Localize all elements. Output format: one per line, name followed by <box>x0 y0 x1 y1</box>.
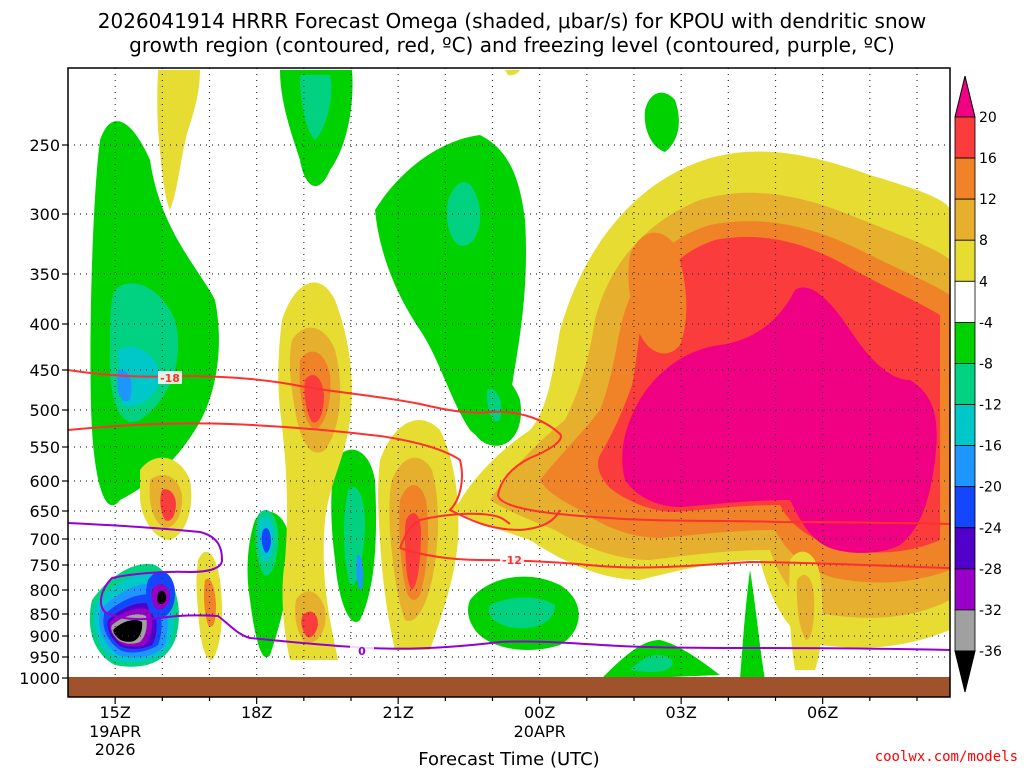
shade-pos-upper-red-spike-outer <box>628 232 687 354</box>
shade-pos-left-blob-16 <box>160 489 176 521</box>
y-tick-label-600: 600 <box>29 472 60 491</box>
x-tick-label-03Z: 03Z <box>665 703 696 722</box>
shade-pos-tower-low-left-16 <box>301 611 318 638</box>
shade-neg-lowcenter-blob-core <box>488 597 555 629</box>
colorbar-swatch-m16 <box>954 445 976 488</box>
y-tick-label-450: 450 <box>29 361 60 380</box>
colorbar-swatch-p8 <box>954 198 976 241</box>
x-axis-label: Forecast Time (UTC) <box>418 749 599 768</box>
credit-text: coolwx.com/models <box>875 749 1018 765</box>
colorbar-swatch-m20 <box>954 486 976 529</box>
y-axis: 250 300 350 400 450 500 550 600 650 700 750 800 850 9… <box>19 136 68 688</box>
colorbar-top-arrow <box>954 75 976 118</box>
contour-minus18-loop <box>68 422 561 532</box>
colorbar-label-4: 4 <box>979 274 988 290</box>
colorbar-swatch-p4 <box>954 239 976 282</box>
y-tick-label-700: 700 <box>29 530 60 549</box>
contour-label-bg-1 <box>500 553 524 566</box>
x-tick-label-21Z: 21Z <box>382 703 413 722</box>
y-tick-label-850: 850 <box>29 605 60 624</box>
colorbar-swatch-m4 <box>954 321 976 364</box>
y-tick-label-250: 250 <box>29 136 60 155</box>
colorbar: 20 16 12 8 4 -4 -8 -12 -16 -20 -24 -28 -32 -36 <box>954 75 1002 693</box>
shade-neg-mid-column-core <box>486 389 502 422</box>
ground-strip <box>68 677 950 697</box>
omega-shading <box>89 70 950 680</box>
colorbar-label--28: -28 <box>979 562 1002 578</box>
shade-neg-lowlevel-second-36 <box>157 590 167 605</box>
y-tick-label-1000: 1000 <box>19 669 60 688</box>
x-tick-sublabel-00Z-0: 20APR <box>514 722 566 741</box>
contour-zero <box>68 522 950 651</box>
colorbar-swatch-p12 <box>954 157 976 200</box>
colorbar-label--12: -12 <box>979 398 1002 414</box>
shade-neg-bottom-mound-core <box>630 654 673 672</box>
shade-pos-upper-left <box>157 70 200 210</box>
colorbar-label--16: -16 <box>979 439 1002 455</box>
title-line-1: 2026041914 HRRR Forecast Omega (shaded, … <box>98 9 926 33</box>
contour-lines: -18 -12 0 <box>68 369 950 658</box>
contour-minus12 <box>399 547 950 569</box>
colorbar-label--8: -8 <box>979 356 993 372</box>
y-tick-label-550: 550 <box>29 438 60 457</box>
y-tick-label-350: 350 <box>29 265 60 284</box>
x-tick-label-15Z: 15Z <box>100 703 131 722</box>
shade-pos-top-center <box>505 70 520 76</box>
x-tick-label-06Z: 06Z <box>807 703 838 722</box>
colorbar-swatch-m12 <box>954 404 976 447</box>
plot-area: -18 -12 0 <box>67 67 951 698</box>
contour-minus18 <box>68 369 950 525</box>
y-tick-label-950: 950 <box>29 648 60 667</box>
shade-neg-narrow-low-20 <box>261 528 271 553</box>
x-tick-sublabel-15Z-1: 2026 <box>95 740 136 759</box>
shade-neg-upper-central-core <box>446 181 481 246</box>
x-tick-label-18Z: 18Z <box>241 703 272 722</box>
contour-label-1: -12 <box>502 554 522 567</box>
colorbar-label--36: -36 <box>979 644 1002 660</box>
colorbar-label-12: 12 <box>979 192 997 208</box>
colorbar-label--24: -24 <box>979 521 1002 537</box>
y-tick-label-900: 900 <box>29 627 60 646</box>
shade-neg-narrow-mid-peak <box>356 554 364 591</box>
title-line-2: growth region (contoured, red, ºC) and f… <box>129 33 895 57</box>
colorbar-swatch-m24 <box>954 527 976 570</box>
shade-neg-upper-right-blob <box>644 92 679 152</box>
x-tick-sublabel-15Z-0: 19APR <box>89 722 141 741</box>
y-tick-label-750: 750 <box>29 556 60 575</box>
colorbar-swatch-m32 <box>954 609 976 652</box>
colorbar-label--4: -4 <box>979 315 993 331</box>
contour-minus12-left <box>399 512 511 549</box>
y-tick-label-650: 650 <box>29 502 60 521</box>
contour-label-bg-2 <box>350 644 374 657</box>
colorbar-bottom-arrow <box>954 650 976 693</box>
contour-label-2: 0 <box>358 645 366 658</box>
shade-pos-right-strip-bottom-8 <box>796 575 815 640</box>
contour-label-0: -18 <box>160 372 180 385</box>
colorbar-swatch-m28 <box>954 568 976 611</box>
colorbar-swatch-zero <box>954 280 976 323</box>
plot-frame <box>67 67 951 698</box>
shade-neg-left-column-peak <box>117 369 132 402</box>
x-tick-label-00Z: 00Z <box>524 703 555 722</box>
colorbar-swatch-m8 <box>954 363 976 405</box>
y-tick-label-300: 300 <box>29 205 60 224</box>
y-tick-label-400: 400 <box>29 315 60 334</box>
colorbar-label-20: 20 <box>979 110 997 126</box>
colorbar-label--32: -32 <box>979 603 1002 619</box>
colorbar-label-8: 8 <box>979 233 988 249</box>
shade-neg-bottom-spike <box>740 570 765 680</box>
shade-pos-right-mass-20 <box>622 287 937 553</box>
contour-label-bg-0 <box>158 371 182 384</box>
colorbar-swatch-p16 <box>954 116 976 159</box>
colorbar-label--20: -20 <box>979 480 1002 496</box>
y-tick-label-500: 500 <box>29 401 60 420</box>
y-tick-label-800: 800 <box>29 581 60 600</box>
shade-neg-upper-central <box>375 135 527 439</box>
colorbar-label-16: 16 <box>979 151 997 167</box>
shade-neg-upper-tower-core <box>300 75 332 140</box>
